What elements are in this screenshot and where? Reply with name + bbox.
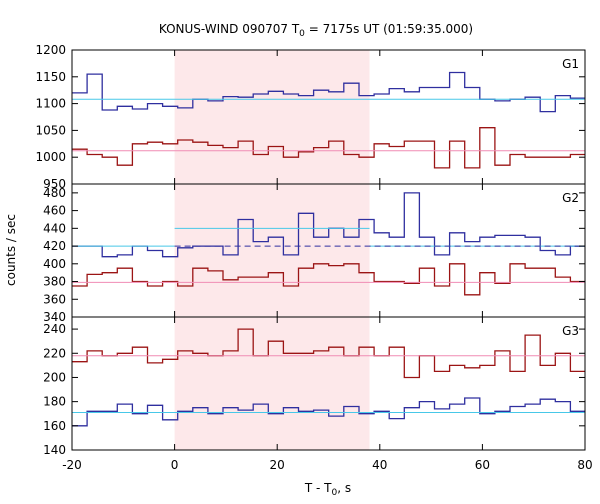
y-tick-label: 180 bbox=[43, 395, 66, 409]
x-axis-label: T - T0, s bbox=[304, 481, 351, 498]
y-tick-label: 240 bbox=[43, 322, 66, 336]
y-axis-label: counts / sec bbox=[4, 214, 18, 286]
y-tick-label: 1000 bbox=[35, 150, 66, 164]
panel-g3-frame bbox=[71, 316, 586, 451]
x-tick-label: 0 bbox=[171, 458, 179, 472]
x-tick-label: 40 bbox=[372, 458, 387, 472]
y-tick-label: 420 bbox=[43, 239, 66, 253]
x-tick-label: 80 bbox=[577, 458, 592, 472]
y-tick-label: 360 bbox=[43, 292, 66, 306]
y-tick-label: 380 bbox=[43, 275, 66, 289]
y-tick-label: 400 bbox=[43, 257, 66, 271]
panel-label: G3 bbox=[562, 324, 579, 338]
y-tick-label: 220 bbox=[43, 346, 66, 360]
y-tick-label: 950 bbox=[43, 177, 66, 191]
chart-title: KONUS-WIND 090707 T0 = 7175s UT (01:59:3… bbox=[159, 22, 473, 39]
y-tick-label: 1100 bbox=[35, 97, 66, 111]
y-tick-label: 1200 bbox=[35, 43, 66, 57]
y-tick-label: 140 bbox=[43, 443, 66, 457]
panel-label: G1 bbox=[562, 57, 579, 71]
y-tick-label: 440 bbox=[43, 221, 66, 235]
panel-label: G2 bbox=[562, 191, 579, 205]
panel-g3-red-histogram bbox=[72, 328, 585, 379]
x-tick-label: 60 bbox=[475, 458, 490, 472]
y-tick-label: 480 bbox=[43, 186, 66, 200]
y-tick-label: 1050 bbox=[35, 123, 66, 137]
panel-g1-red-histogram bbox=[72, 127, 585, 169]
x-tick-label: -20 bbox=[62, 458, 82, 472]
x-tick-label: 20 bbox=[270, 458, 285, 472]
y-tick-label: 340 bbox=[43, 310, 66, 324]
panel-g2-red-histogram bbox=[72, 263, 585, 296]
panel-g1-blue-histogram bbox=[72, 71, 585, 113]
y-tick-label: 460 bbox=[43, 204, 66, 218]
panel-g3-blue-histogram bbox=[72, 397, 585, 427]
y-tick-label: 160 bbox=[43, 419, 66, 433]
y-tick-label: 1150 bbox=[35, 70, 66, 84]
panel-g1 bbox=[72, 71, 585, 169]
y-tick-label: 200 bbox=[43, 370, 66, 384]
panel-g2 bbox=[72, 192, 585, 296]
panel-g3 bbox=[72, 328, 585, 427]
highlight-interval bbox=[174, 50, 370, 450]
